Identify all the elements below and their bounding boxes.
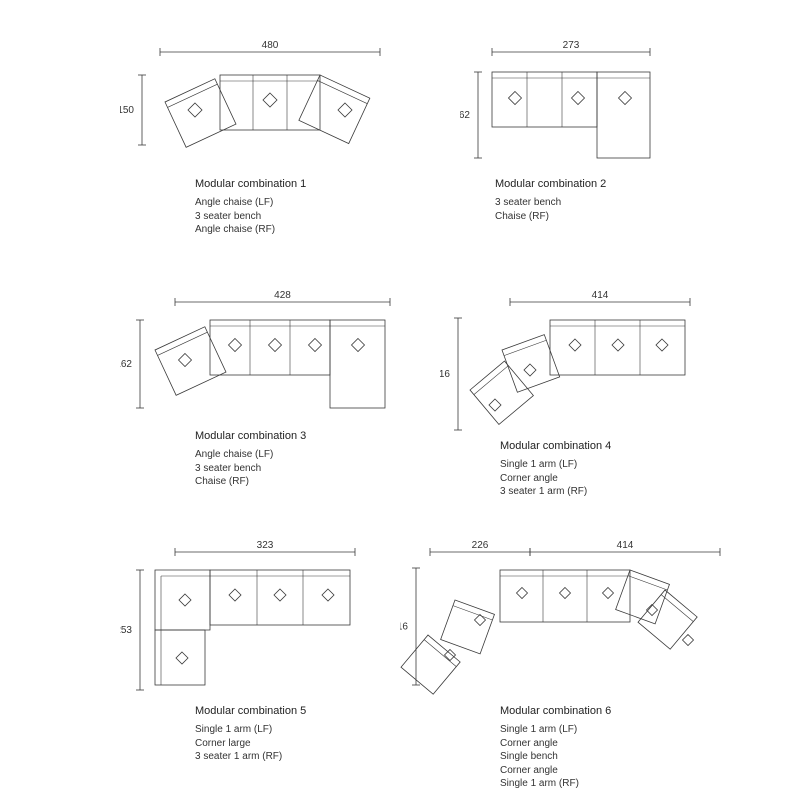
combo-1-caption: Modular combination 1 Angle chaise (LF)3 … [195, 178, 306, 237]
combo-part: Single 1 arm (RF) [500, 777, 611, 791]
dim-width: 323 [257, 540, 274, 551]
cushion-icon [489, 399, 501, 411]
cushion-icon [619, 92, 632, 105]
cushion-icon [188, 103, 202, 117]
cushion-icon [509, 92, 522, 105]
combo-part: Chaise (RF) [195, 475, 306, 489]
cushion-icon [524, 364, 536, 376]
combo-title: Modular combination 4 [500, 440, 611, 452]
combo-5: 323 253 [120, 540, 370, 700]
combo-part: 3 seater bench [195, 210, 306, 224]
cushion-icon [269, 339, 282, 352]
dim-height: 162 [120, 359, 132, 370]
dim-height: 216 [440, 369, 450, 380]
cushion-icon [352, 339, 365, 352]
combo-part: Angle chaise (LF) [195, 196, 306, 210]
combo-title: Modular combination 6 [500, 705, 611, 717]
combo-parts: Angle chaise (LF)3 seater benchChaise (R… [195, 448, 306, 489]
cushion-icon [569, 339, 581, 351]
cushion-icon [229, 339, 242, 352]
combo-title: Modular combination 3 [195, 430, 306, 442]
cushion-icon [517, 588, 528, 599]
cushion-icon [612, 339, 624, 351]
cushion-icon [274, 589, 286, 601]
combo-2-drawing: 273 162 [460, 40, 660, 170]
combo-2-caption: Modular combination 2 3 seater benchChais… [495, 178, 606, 223]
combo-part: Angle chaise (RF) [195, 223, 306, 237]
dim-height: 253 [120, 625, 132, 636]
cushion-icon [338, 103, 352, 117]
dim-width: 226 [472, 540, 489, 551]
combo-parts: Single 1 arm (LF)Corner angleSingle benc… [500, 723, 611, 791]
combo-part: Chaise (RF) [495, 210, 606, 224]
dim-height: 162 [460, 110, 470, 121]
cushion-icon [309, 339, 322, 352]
combo-part: Single 1 arm (LF) [195, 723, 306, 737]
combo-3-drawing: 428 162 [120, 290, 410, 420]
combo-parts: Single 1 arm (LF)Corner angle3 seater 1 … [500, 458, 611, 499]
dim-width: 414 [592, 290, 609, 301]
dim-width: 480 [262, 40, 279, 51]
combo-part: Corner angle [500, 764, 611, 778]
combo-part: 3 seater bench [195, 462, 306, 476]
cushion-icon [229, 589, 241, 601]
cushion-icon [179, 594, 191, 606]
cushion-icon [683, 635, 694, 646]
dim-width: 414 [617, 540, 634, 551]
dim-width: 273 [563, 40, 580, 51]
combo-5-drawing: 323 253 [120, 540, 370, 700]
dim-width: 428 [274, 290, 291, 301]
cushion-icon [656, 339, 668, 351]
combo-6-drawing: 226 414 216 [400, 540, 740, 700]
combo-parts: Single 1 arm (LF)Corner large3 seater 1 … [195, 723, 306, 764]
combo-part: Single 1 arm (LF) [500, 458, 611, 472]
cushion-icon [322, 589, 334, 601]
combo-6-caption: Modular combination 6Single 1 arm (LF)Co… [500, 705, 611, 791]
combo-4-caption: Modular combination 4 Single 1 arm (LF)Co… [500, 440, 611, 499]
combo-5-caption: Modular combination 5 Single 1 arm (LF)Co… [195, 705, 306, 764]
combo-parts: 3 seater benchChaise (RF) [495, 196, 606, 223]
cushion-icon [445, 650, 456, 661]
combo-6: 226 414 216 [400, 540, 740, 700]
combo-4-drawing: 414 216 [440, 290, 700, 440]
combo-1: 480 150 [120, 40, 410, 170]
cushion-icon [176, 652, 188, 664]
combo-part: Corner angle [500, 737, 611, 751]
combo-title: Modular combination 2 [495, 178, 606, 190]
cushion-icon [263, 93, 277, 107]
cushion-icon [603, 588, 614, 599]
combo-part: Single bench [500, 750, 611, 764]
combo-4: 414 216 [440, 290, 700, 440]
combo-3-caption: Modular combination 3 Angle chaise (LF)3 … [195, 430, 306, 489]
combo-part: Corner large [195, 737, 306, 751]
cushion-icon [572, 92, 585, 105]
dim-height: 216 [400, 622, 408, 633]
combo-3: 428 162 [120, 290, 410, 420]
combo-2: 273 162 [460, 40, 660, 170]
combo-part: 3 seater 1 arm (RF) [195, 750, 306, 764]
combo-part: 3 seater bench [495, 196, 606, 210]
combo-part: Angle chaise (LF) [195, 448, 306, 462]
dim-height: 150 [120, 105, 134, 116]
cushion-icon [475, 615, 486, 626]
combo-part: Corner angle [500, 472, 611, 486]
combo-title: Modular combination 1 [195, 178, 306, 190]
cushion-icon [179, 354, 192, 367]
combo-part: 3 seater 1 arm (RF) [500, 485, 611, 499]
combo-title: Modular combination 5 [195, 705, 306, 717]
combo-part: Single 1 arm (LF) [500, 723, 611, 737]
combo-parts: Angle chaise (LF)3 seater benchAngle cha… [195, 196, 306, 237]
cushion-icon [560, 588, 571, 599]
combo-1-drawing: 480 150 [120, 40, 410, 170]
